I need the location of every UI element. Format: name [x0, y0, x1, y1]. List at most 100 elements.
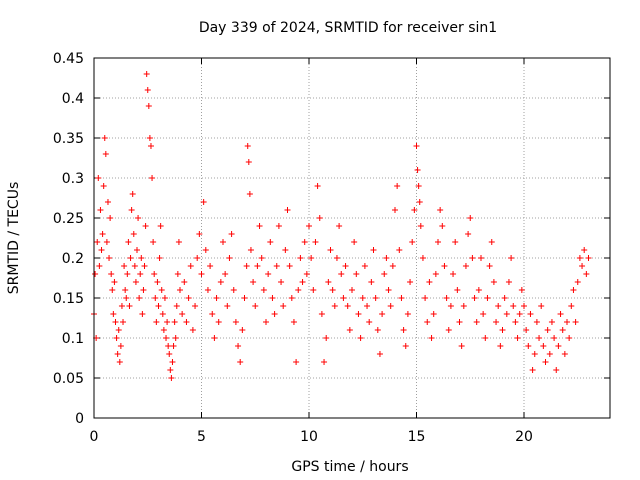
- data-point: [280, 303, 287, 309]
- data-point: [224, 303, 231, 309]
- data-point: [269, 295, 276, 301]
- data-point: [134, 247, 140, 253]
- data-point: [415, 183, 422, 189]
- data-point: [161, 295, 168, 301]
- data-point: [394, 183, 401, 189]
- data-point: [544, 327, 551, 333]
- data-point: [164, 319, 171, 325]
- data-point: [409, 239, 416, 245]
- data-point: [101, 135, 108, 141]
- data-point: [336, 223, 343, 229]
- data-point: [428, 335, 435, 341]
- data-point: [95, 175, 102, 181]
- data-point: [340, 295, 347, 301]
- data-point: [114, 351, 121, 357]
- data-point: [359, 295, 366, 301]
- data-point: [290, 319, 297, 325]
- data-point: [137, 271, 144, 277]
- data-point: [144, 87, 151, 93]
- data-point: [155, 303, 162, 309]
- data-point: [97, 207, 104, 213]
- data-point: [168, 375, 175, 381]
- data-point: [493, 319, 500, 325]
- data-point: [202, 247, 209, 253]
- data-point: [559, 327, 566, 333]
- y-axis-label: SRMTID / TECUs: [6, 182, 22, 295]
- data-point: [417, 223, 424, 229]
- data-point: [329, 287, 336, 293]
- data-point: [361, 263, 368, 269]
- data-point: [108, 271, 115, 277]
- data-point: [149, 175, 156, 181]
- data-point: [139, 311, 146, 317]
- data-point: [462, 263, 469, 269]
- data-point: [344, 303, 351, 309]
- y-tick-label: 0.35: [53, 131, 84, 147]
- data-point: [555, 343, 562, 349]
- data-point: [174, 271, 181, 277]
- data-point: [163, 335, 170, 341]
- data-point: [437, 207, 444, 213]
- data-point: [561, 351, 568, 357]
- data-point: [473, 319, 480, 325]
- data-point: [413, 143, 420, 149]
- data-point: [173, 303, 180, 309]
- data-point: [167, 367, 174, 373]
- data-point: [416, 199, 423, 205]
- data-point: [518, 287, 525, 293]
- data-point: [400, 327, 407, 333]
- data-point: [364, 303, 371, 309]
- data-point: [546, 351, 553, 357]
- data-point: [260, 287, 267, 293]
- data-point: [529, 367, 536, 373]
- data-point: [120, 319, 127, 325]
- data-point: [250, 279, 257, 285]
- data-point: [346, 327, 353, 333]
- data-point: [312, 239, 319, 245]
- data-point: [241, 295, 248, 301]
- data-point: [273, 263, 280, 269]
- data-point: [196, 231, 203, 237]
- data-point: [152, 295, 159, 301]
- data-point: [115, 327, 122, 333]
- data-point: [232, 319, 239, 325]
- data-point: [175, 239, 182, 245]
- data-point: [419, 255, 426, 261]
- data-point: [215, 319, 222, 325]
- data-point: [568, 303, 575, 309]
- data-point: [156, 255, 163, 261]
- data-point: [228, 231, 235, 237]
- data-point: [536, 335, 543, 341]
- data-point: [166, 351, 173, 357]
- data-point: [243, 263, 250, 269]
- data-point: [527, 311, 534, 317]
- data-point: [540, 343, 547, 349]
- y-tick-label: 0.3: [62, 171, 84, 187]
- data-point: [488, 239, 495, 245]
- data-point: [160, 327, 167, 333]
- data-point: [267, 239, 274, 245]
- x-tick-label: 15: [408, 429, 426, 445]
- data-point: [150, 239, 157, 245]
- data-point: [154, 279, 161, 285]
- data-point: [104, 199, 111, 205]
- data-point: [263, 319, 269, 325]
- data-point: [456, 319, 463, 325]
- data-point: [351, 239, 358, 245]
- data-point: [157, 223, 164, 229]
- data-point: [126, 303, 133, 309]
- data-point: [153, 319, 160, 325]
- data-point: [389, 263, 396, 269]
- data-point: [357, 335, 364, 341]
- y-tick-label: 0.45: [53, 51, 84, 67]
- data-point: [508, 255, 515, 261]
- data-point: [349, 287, 355, 293]
- data-point: [338, 271, 345, 277]
- y-tick-label: 0.4: [62, 91, 84, 107]
- data-point: [574, 279, 581, 285]
- data-point: [128, 207, 135, 213]
- data-point: [187, 263, 194, 269]
- data-point: [213, 295, 220, 301]
- data-point: [490, 279, 497, 285]
